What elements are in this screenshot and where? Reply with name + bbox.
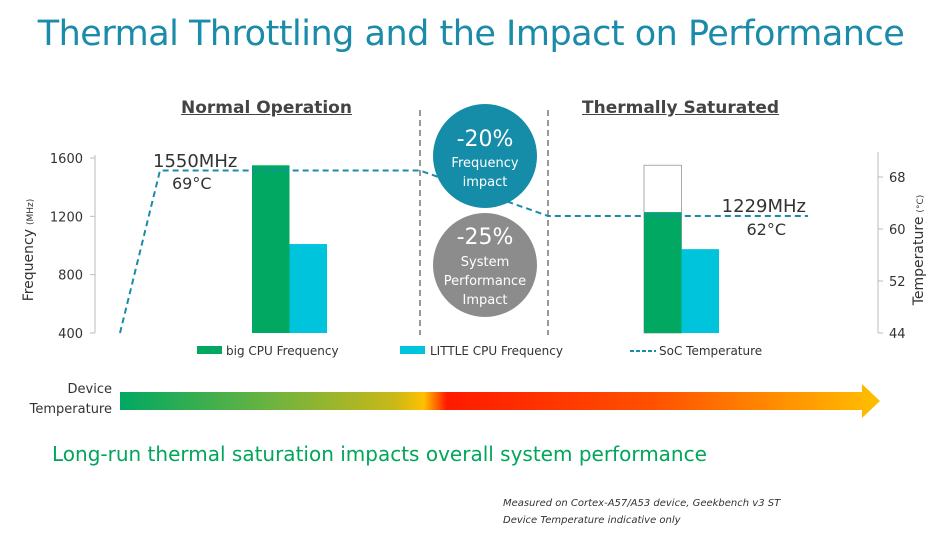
big-cpu-bar [644, 212, 682, 333]
legend-swatch-little [400, 346, 425, 354]
y-axis-label: Frequency(MHz) [21, 199, 37, 302]
device-temperature-line2: Temperature [29, 402, 112, 417]
soc-temperature-line [119, 169, 808, 334]
normal-freq-label: 1550MHz [153, 151, 237, 172]
device-temperature-arrow [120, 384, 880, 418]
legend-swatch-big [197, 346, 222, 354]
y2-tick-label: 68 [889, 171, 906, 186]
y-tick-label: 800 [58, 269, 83, 284]
svg-text:Impact: Impact [463, 293, 508, 308]
y-tick-label: 1200 [50, 210, 83, 225]
y-tick-label: 1600 [50, 152, 83, 167]
little-cpu-bar [289, 244, 327, 333]
svg-text:System: System [461, 255, 509, 270]
svg-text:Performance: Performance [444, 274, 526, 289]
legend: big CPU Frequency LITTLE CPU Frequency S… [197, 344, 762, 358]
svg-text:-20%: -20% [457, 127, 514, 152]
y2-tick-label: 60 [889, 223, 906, 238]
svg-text:impact: impact [463, 175, 508, 190]
system-impact-badge: -25% System Performance Impact [433, 213, 537, 317]
frequency-impact-badge: -20% Frequency impact [433, 104, 537, 208]
normal-operation-heading: Normal Operation [181, 98, 352, 118]
svg-text:Frequency: Frequency [451, 156, 518, 171]
footnote-1: Measured on Cortex-A57/A53 device, Geekb… [503, 498, 781, 509]
little-cpu-bar [681, 249, 719, 333]
legend-big: big CPU Frequency [226, 344, 339, 358]
device-temperature-label: Device Temperature [20, 380, 112, 420]
saturated-temp-label: 62°C [746, 220, 786, 239]
legend-little: LITTLE CPU Frequency [430, 344, 563, 358]
footnote-2: Device Temperature indicative only [503, 515, 681, 526]
y2-axis-label: Temperature(°C) [911, 195, 927, 307]
svg-text:-25%: -25% [457, 225, 514, 250]
normal-temp-label: 69°C [172, 174, 212, 193]
thermally-saturated-heading: Thermally Saturated [582, 98, 780, 118]
tagline: Long-run thermal saturation impacts over… [52, 442, 707, 466]
legend-temp: SoC Temperature [659, 344, 762, 358]
saturated-freq-label: 1229MHz [722, 196, 806, 217]
y-tick-label: 400 [58, 327, 83, 342]
slide-title: Thermal Throttling and the Impact on Per… [37, 14, 905, 54]
big-cpu-bar [252, 165, 290, 333]
y2-tick-label: 52 [889, 275, 906, 290]
y2-tick-label: 44 [889, 327, 906, 342]
device-temperature-line1: Device [67, 382, 112, 397]
